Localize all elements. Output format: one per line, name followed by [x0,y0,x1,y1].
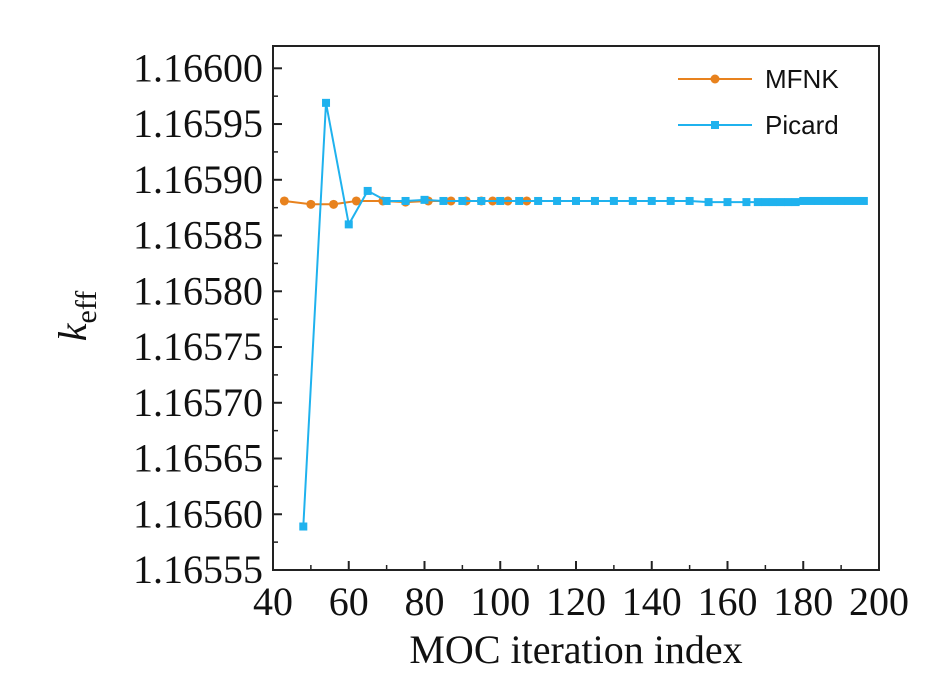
data-point-mfnk [351,196,361,206]
data-point-picard [628,196,637,205]
data-point-picard [477,196,486,205]
data-point-picard [753,198,762,207]
x-tick-label: 120 [546,579,606,624]
data-point-picard [344,220,353,229]
data-point-picard [704,198,713,207]
data-point-picard [761,198,770,207]
x-tick-label: 200 [849,579,909,624]
x-tick-label: 160 [698,579,758,624]
data-point-picard [363,186,372,195]
data-point-picard [859,196,868,205]
series-line-picard [302,102,864,527]
data-point-picard [590,196,599,205]
data-point-picard [791,198,800,207]
data-point-picard [844,196,853,205]
x-tick-label: 60 [329,579,369,624]
data-point-picard [647,196,656,205]
y-tick-label: 1.16565 [133,436,263,481]
x-tick-label: 180 [773,579,833,624]
y-axis-title-main: k [50,322,95,341]
data-point-picard [806,196,815,205]
legend-marker-picard [711,121,719,129]
data-point-mfnk [279,196,289,206]
data-point-picard [814,196,823,205]
y-tick-label: 1.16590 [133,157,263,202]
data-point-picard [382,196,391,205]
data-point-picard [420,195,429,204]
series-picard [299,98,868,531]
legend-label-mfnk: MFNK [765,64,839,94]
data-point-picard [799,196,808,205]
y-tick-label: 1.16595 [133,101,263,146]
data-point-picard [821,196,830,205]
data-point-picard [439,196,448,205]
data-point-picard [572,196,580,205]
data-point-picard [685,196,694,205]
y-axis-ticks: 1.16555 1.16560 1.16565 1.16570 1.16575 1.165… [133,45,282,592]
legend-label-picard: Picard [765,110,839,140]
y-tick-label: 1.16585 [133,213,263,258]
x-tick-label: 140 [622,579,682,624]
data-point-picard [768,198,777,207]
data-point-mfnk [329,199,339,209]
data-point-picard [723,198,732,207]
y-axis-title-subscript: eff [70,291,103,324]
y-tick-label: 1.16580 [133,268,263,313]
y-tick-label: 1.16560 [133,491,263,536]
data-point-picard [458,196,467,205]
x-axis-ticks: 40 60 80 100 120 140 160 180 200 [253,561,909,624]
data-point-picard [534,196,543,205]
series-layer [279,98,868,531]
data-point-picard [553,196,562,205]
data-point-picard [401,196,410,205]
y-tick-label: 1.16555 [133,547,263,592]
data-point-picard [299,522,308,531]
x-tick-label: 80 [405,579,445,624]
data-point-picard [322,98,331,107]
data-point-picard [609,196,618,205]
data-point-picard [776,198,785,207]
x-tick-label: 40 [253,579,293,624]
data-point-picard [852,196,861,205]
data-point-picard [515,196,524,205]
legend: MFNK Picard [678,64,839,140]
y-axis-title: keff [50,291,103,342]
x-axis-title: MOC iteration index [409,627,742,672]
y-tick-label: 1.16575 [133,324,263,369]
data-point-picard [742,198,751,207]
data-point-picard [784,198,793,207]
y-tick-label: 1.16570 [133,380,263,425]
data-point-picard [496,196,505,205]
y-tick-label: 1.16600 [133,45,263,90]
x-tick-label: 100 [470,579,530,624]
data-point-picard [829,196,838,205]
data-point-picard [837,196,846,205]
data-point-mfnk [306,199,316,209]
data-point-picard [666,196,675,205]
legend-marker-mfnk [710,74,720,84]
